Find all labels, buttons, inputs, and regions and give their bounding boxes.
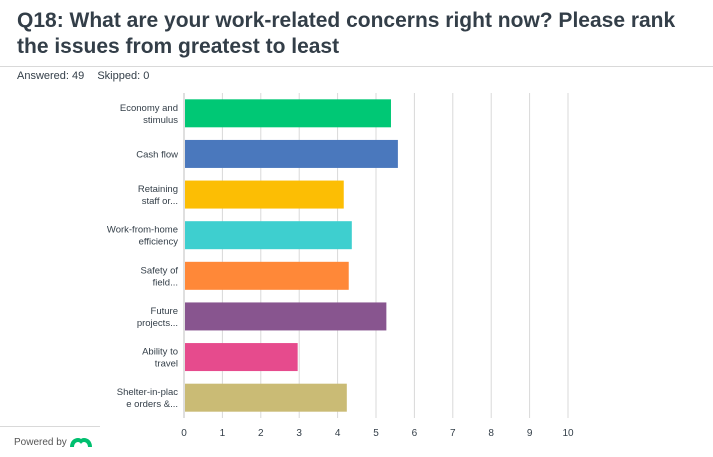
x-tick-label: 7 (450, 428, 456, 439)
category-label: Ability to travel (142, 347, 178, 370)
category-label: Work-from-home efficiency (107, 225, 178, 248)
category-label: Economy and stimulus (120, 103, 178, 126)
answered-count: Answered: 49 (17, 70, 85, 82)
skipped-count: Skipped: 0 (97, 70, 150, 82)
bar (185, 343, 298, 372)
response-summary: Answered: 49 Skipped: 0 (17, 70, 159, 82)
x-tick-label: 0 (181, 428, 187, 439)
x-tick-label: 2 (258, 428, 264, 439)
x-tick-label: 6 (412, 428, 418, 439)
bar (185, 302, 387, 331)
bar (185, 383, 347, 412)
bar (185, 261, 349, 290)
category-label: Shelter-in-plac e orders &... (117, 387, 178, 410)
x-tick-label: 10 (562, 428, 574, 439)
x-tick-label: 3 (296, 428, 302, 439)
category-label: Future projects... (137, 306, 178, 329)
question-title: Q18: What are your work-related concerns… (17, 9, 676, 58)
x-tick-label: 1 (220, 428, 226, 439)
footer-divider (0, 426, 100, 427)
category-label: Safety of field... (141, 265, 179, 288)
category-label: Retaining staff or... (138, 184, 178, 207)
surveymonkey-logo-icon (70, 438, 92, 447)
category-label: Cash flow (136, 149, 178, 160)
bar (185, 139, 398, 168)
x-tick-label: 4 (335, 428, 341, 439)
powered-by-label: Powered by (14, 437, 67, 448)
bar (185, 221, 352, 250)
x-tick-label: 8 (488, 428, 494, 439)
bar (185, 180, 344, 209)
bar (185, 99, 391, 128)
x-tick-label: 5 (373, 428, 379, 439)
x-tick-label: 9 (527, 428, 533, 439)
header-divider (0, 66, 713, 67)
